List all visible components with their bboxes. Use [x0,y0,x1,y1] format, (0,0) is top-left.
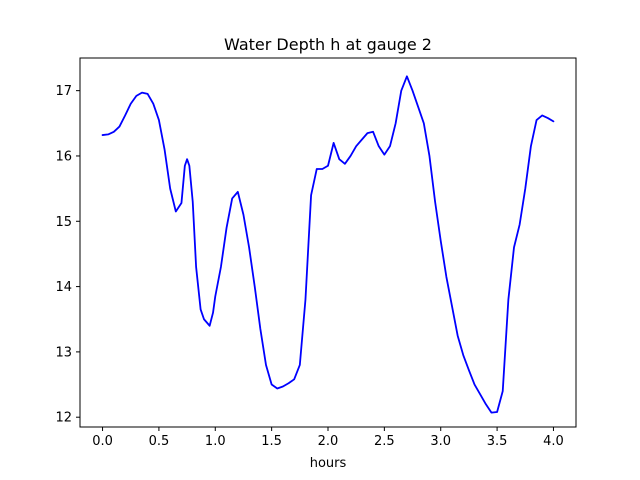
y-tick-label: 12 [55,411,72,426]
x-tick-label: 0.0 [92,434,113,449]
x-tick-label: 0.5 [149,434,170,449]
series-line-h [101,75,555,414]
y-tick-label: 14 [55,280,72,295]
x-axis-label: hours [310,456,347,471]
x-tick-label: 3.5 [487,434,508,449]
x-tick-label: 2.0 [318,434,339,449]
x-tick-label: 1.5 [261,434,282,449]
x-tick-label: 2.5 [374,434,395,449]
x-tick-label: 3.0 [430,434,451,449]
y-tick-label: 17 [55,84,72,99]
plot-frame [79,57,577,428]
chart-title: Water Depth h at gauge 2 [224,35,432,54]
y-tick-label: 13 [55,345,72,360]
x-tick-label: 1.0 [205,434,226,449]
y-tick-label: 15 [55,215,72,230]
plot-area [79,57,577,428]
y-tick-label: 16 [55,149,72,164]
x-tick-label: 4.0 [543,434,564,449]
x-axis: 0.0 0.5 1.0 1.5 2.0 2.5 3.0 3.5 4.0 [92,427,564,449]
y-axis: 12 13 14 15 16 17 [55,84,80,426]
